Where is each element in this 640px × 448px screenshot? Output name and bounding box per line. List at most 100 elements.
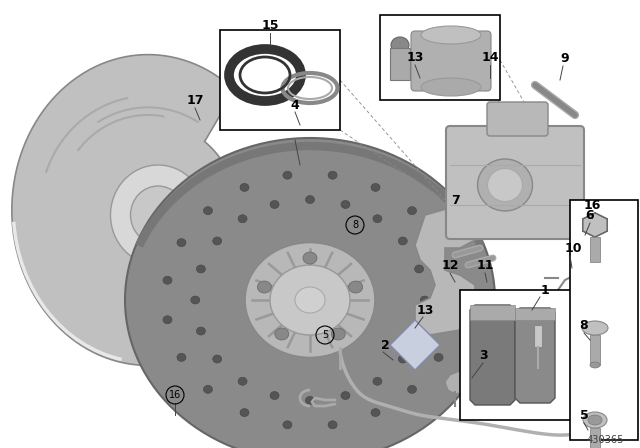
Ellipse shape: [131, 186, 186, 244]
Ellipse shape: [373, 377, 382, 385]
Ellipse shape: [163, 316, 172, 324]
Bar: [380, 15, 500, 100]
Polygon shape: [415, 205, 475, 335]
Ellipse shape: [275, 328, 289, 340]
Ellipse shape: [240, 409, 249, 417]
Text: 9: 9: [561, 52, 570, 65]
Text: 4: 4: [291, 99, 300, 112]
Polygon shape: [583, 213, 607, 237]
Ellipse shape: [408, 207, 417, 215]
Ellipse shape: [270, 392, 279, 400]
Text: 3: 3: [479, 349, 487, 362]
Bar: [590, 428, 600, 448]
Ellipse shape: [448, 276, 457, 284]
Ellipse shape: [371, 409, 380, 417]
Text: 430365: 430365: [586, 435, 624, 445]
FancyBboxPatch shape: [411, 31, 491, 91]
Ellipse shape: [177, 239, 186, 247]
Ellipse shape: [434, 239, 443, 247]
Bar: [590, 335, 600, 365]
Bar: [590, 237, 600, 262]
Bar: [570, 200, 638, 440]
Polygon shape: [445, 370, 472, 394]
Ellipse shape: [588, 415, 602, 425]
Ellipse shape: [196, 327, 205, 335]
Ellipse shape: [163, 276, 172, 284]
Text: 8: 8: [352, 220, 358, 230]
Ellipse shape: [415, 327, 424, 335]
Ellipse shape: [371, 183, 380, 191]
Ellipse shape: [583, 412, 607, 428]
Text: 8: 8: [580, 319, 588, 332]
Ellipse shape: [196, 265, 205, 273]
Bar: [534, 325, 542, 347]
Ellipse shape: [238, 215, 247, 223]
Ellipse shape: [582, 321, 608, 335]
Bar: [515, 308, 555, 320]
Ellipse shape: [283, 421, 292, 429]
Text: 15: 15: [261, 18, 279, 31]
Polygon shape: [515, 308, 555, 403]
Text: 14: 14: [481, 51, 499, 64]
Bar: [220, 30, 340, 130]
Ellipse shape: [111, 165, 205, 265]
Ellipse shape: [257, 281, 271, 293]
Ellipse shape: [204, 207, 212, 215]
Ellipse shape: [415, 265, 424, 273]
Ellipse shape: [305, 396, 314, 405]
Ellipse shape: [240, 183, 249, 191]
Text: 17: 17: [186, 94, 204, 107]
Ellipse shape: [373, 215, 382, 223]
Ellipse shape: [590, 362, 600, 368]
Bar: [470, 305, 515, 320]
Ellipse shape: [238, 377, 247, 385]
Ellipse shape: [212, 237, 221, 245]
FancyBboxPatch shape: [487, 102, 548, 136]
Ellipse shape: [328, 421, 337, 429]
Polygon shape: [390, 320, 440, 370]
Ellipse shape: [191, 296, 200, 304]
Polygon shape: [470, 305, 515, 405]
Ellipse shape: [477, 159, 532, 211]
Ellipse shape: [349, 281, 363, 293]
FancyBboxPatch shape: [446, 126, 584, 239]
Ellipse shape: [295, 287, 325, 313]
Text: 5: 5: [580, 409, 588, 422]
Ellipse shape: [408, 385, 417, 393]
Ellipse shape: [204, 385, 212, 393]
Text: 13: 13: [416, 303, 434, 316]
Text: 1: 1: [541, 284, 549, 297]
Ellipse shape: [421, 78, 481, 96]
Text: 11: 11: [476, 258, 493, 271]
Text: 2: 2: [381, 339, 389, 352]
Ellipse shape: [303, 252, 317, 264]
Ellipse shape: [434, 353, 443, 362]
Polygon shape: [12, 55, 284, 366]
Text: 16: 16: [583, 198, 601, 211]
Ellipse shape: [488, 168, 522, 202]
Ellipse shape: [177, 353, 186, 362]
Ellipse shape: [448, 316, 457, 324]
Ellipse shape: [398, 355, 407, 363]
Bar: [460, 290, 610, 420]
Ellipse shape: [398, 237, 407, 245]
Ellipse shape: [245, 242, 375, 358]
Ellipse shape: [332, 328, 345, 340]
Text: 10: 10: [564, 241, 582, 254]
Text: 6: 6: [586, 208, 595, 221]
Ellipse shape: [421, 26, 481, 44]
Ellipse shape: [341, 392, 350, 400]
Text: 7: 7: [451, 194, 460, 207]
Ellipse shape: [328, 171, 337, 179]
Ellipse shape: [212, 355, 221, 363]
Ellipse shape: [270, 265, 350, 335]
Bar: [390, 48, 410, 80]
Ellipse shape: [391, 37, 409, 53]
Ellipse shape: [283, 171, 292, 179]
Ellipse shape: [305, 196, 314, 203]
Ellipse shape: [341, 200, 350, 208]
Text: 5: 5: [322, 330, 328, 340]
Ellipse shape: [420, 296, 429, 304]
Ellipse shape: [270, 200, 279, 208]
Text: 13: 13: [406, 51, 424, 64]
